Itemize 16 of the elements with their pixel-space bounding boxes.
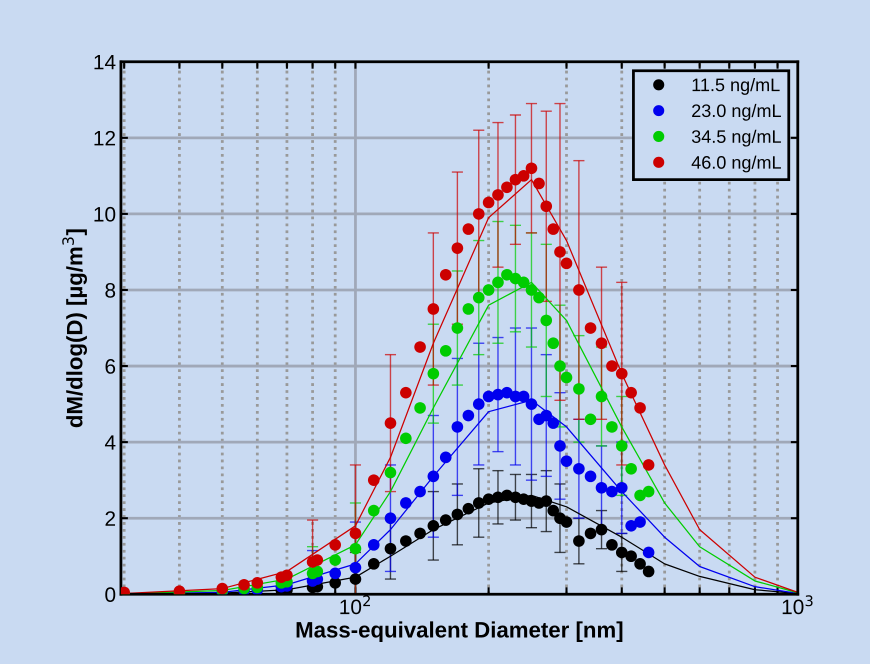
y-tick-label: 6 xyxy=(106,359,116,374)
legend-label: 46.0 ng/mL xyxy=(692,156,781,172)
y-tick-label: 2 xyxy=(106,511,116,526)
legend-label: 23.0 ng/mL xyxy=(692,104,781,121)
x-axis-title: Mass-equivalent Diameter [nm] xyxy=(296,621,622,642)
y-tick-label: 0 xyxy=(105,587,116,602)
x-tick-label: 10$^{2}$ xyxy=(340,595,370,614)
y-tick-label: 4 xyxy=(104,435,116,450)
legend-label: 11.5 ng/mL xyxy=(692,78,780,95)
y-tick-label: 14 xyxy=(94,54,116,70)
y-axis-title: dM/dlog(D) [µg/m$^{3}$] xyxy=(62,229,87,428)
y-tick-label: 10 xyxy=(94,206,116,222)
legend-label: 34.5 ng/mL xyxy=(692,130,781,147)
y-tick-label: 12 xyxy=(94,130,116,146)
y-tick-label: 8 xyxy=(105,282,116,298)
x-tick-label: 10$^{3}$ xyxy=(782,595,813,614)
